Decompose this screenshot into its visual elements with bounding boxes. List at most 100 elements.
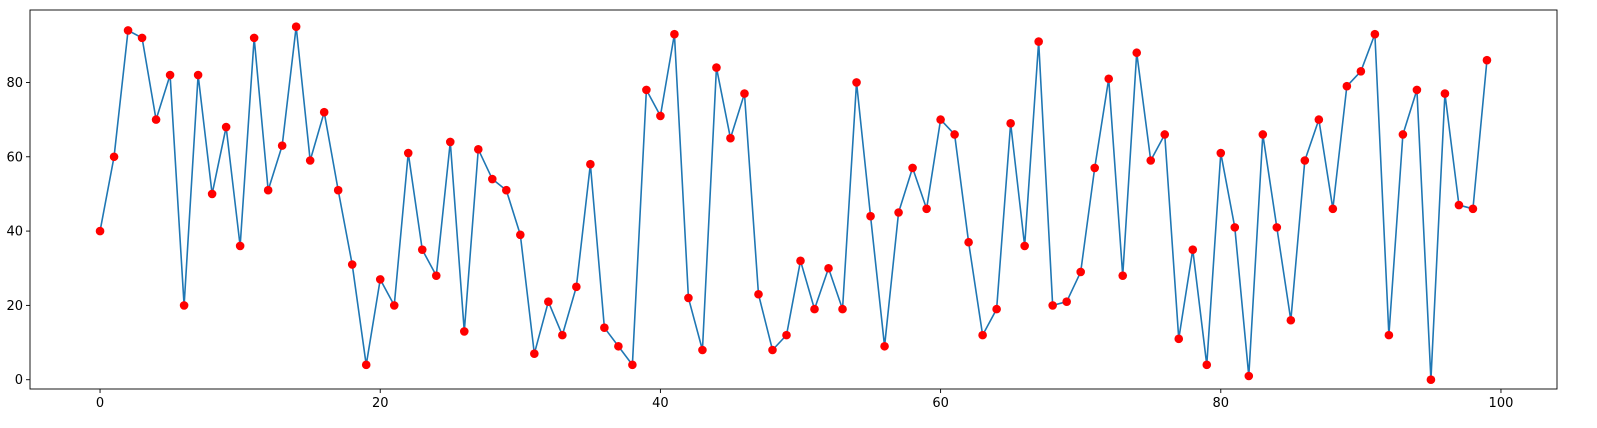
data-point xyxy=(1034,37,1043,46)
data-point xyxy=(221,122,231,132)
data-point xyxy=(1244,371,1254,381)
data-point xyxy=(333,185,343,195)
data-point xyxy=(1202,360,1212,370)
data-point xyxy=(1482,55,1492,65)
data-point xyxy=(1272,223,1282,232)
data-point xyxy=(572,282,581,292)
data-point xyxy=(235,241,245,251)
data-point xyxy=(908,163,917,173)
data-point xyxy=(305,156,315,165)
data-point xyxy=(754,289,763,299)
data-point xyxy=(1146,156,1156,165)
data-point xyxy=(417,245,427,254)
data-point xyxy=(1384,330,1394,340)
data-point xyxy=(95,226,105,236)
series-line xyxy=(99,25,1488,381)
data-point xyxy=(1258,130,1268,139)
data-point xyxy=(1104,74,1114,84)
y-tick-label: 80 xyxy=(6,76,23,91)
data-point xyxy=(684,293,693,303)
data-point xyxy=(1188,245,1198,254)
y-tick-label: 40 xyxy=(6,225,23,240)
data-point xyxy=(894,208,903,217)
x-tick-label: 100 xyxy=(1489,396,1514,411)
data-point xyxy=(530,349,539,359)
data-point xyxy=(796,256,805,266)
data-point xyxy=(488,174,497,184)
data-point xyxy=(1048,301,1057,310)
plot-frame xyxy=(29,9,1558,390)
data-point xyxy=(249,33,259,43)
data-point xyxy=(375,275,385,284)
data-point xyxy=(824,263,833,273)
y-tick-label: 20 xyxy=(6,299,23,314)
data-point xyxy=(1370,29,1380,39)
data-point xyxy=(151,115,161,124)
data-point xyxy=(403,148,413,158)
x-tick-label: 0 xyxy=(96,396,104,411)
data-point xyxy=(1230,223,1240,232)
data-point xyxy=(782,330,791,340)
data-point xyxy=(1174,334,1184,344)
data-point xyxy=(277,141,287,150)
data-point xyxy=(628,360,637,370)
data-point xyxy=(1468,204,1478,214)
data-point xyxy=(502,185,511,195)
data-point xyxy=(586,159,595,169)
data-point xyxy=(459,327,469,336)
data-point xyxy=(614,341,623,351)
data-point xyxy=(1020,241,1029,251)
data-point xyxy=(642,85,651,95)
axes: 0 20 40 60 80 100 0 20 40 60 80 xyxy=(6,9,1558,411)
y-tick-label: 0 xyxy=(15,373,23,388)
x-tick-label: 40 xyxy=(652,396,669,411)
data-point xyxy=(880,341,889,351)
data-point xyxy=(992,304,1001,314)
data-point xyxy=(544,297,553,306)
data-point xyxy=(291,22,301,32)
data-point xyxy=(698,345,707,355)
data-point xyxy=(922,204,931,214)
data-point xyxy=(1356,67,1366,76)
data-point xyxy=(207,189,217,199)
data-point xyxy=(1328,204,1338,214)
data-point xyxy=(768,345,777,355)
x-tick-label: 80 xyxy=(1213,396,1230,411)
x-tick-label: 60 xyxy=(932,396,949,411)
data-point xyxy=(978,330,987,340)
data-point xyxy=(1342,81,1352,91)
data-point xyxy=(179,301,189,310)
data-point xyxy=(473,145,483,154)
data-point xyxy=(109,152,119,162)
data-point xyxy=(431,271,441,280)
y-tick-label: 60 xyxy=(6,150,23,165)
data-point xyxy=(936,115,945,124)
data-point xyxy=(558,330,567,340)
data-point xyxy=(319,107,329,117)
data-point xyxy=(193,70,203,80)
data-point xyxy=(361,360,371,370)
data-point xyxy=(263,185,273,195)
data-point xyxy=(123,26,133,35)
data-point xyxy=(712,63,721,72)
data-point xyxy=(1076,267,1085,277)
data-point xyxy=(1454,200,1464,210)
data-point xyxy=(1118,271,1128,280)
data-point xyxy=(866,211,875,221)
data-point xyxy=(1062,297,1071,306)
series-layer xyxy=(95,22,1492,385)
data-point xyxy=(516,230,525,240)
data-point xyxy=(1286,315,1296,325)
data-point xyxy=(137,33,147,43)
data-point xyxy=(1412,85,1422,95)
data-point xyxy=(347,260,357,269)
data-point xyxy=(1398,130,1408,139)
data-point xyxy=(1440,89,1450,98)
data-point xyxy=(165,70,175,80)
data-point xyxy=(852,78,861,87)
data-point xyxy=(656,111,665,121)
data-point xyxy=(1314,115,1324,124)
data-point xyxy=(1216,148,1226,158)
